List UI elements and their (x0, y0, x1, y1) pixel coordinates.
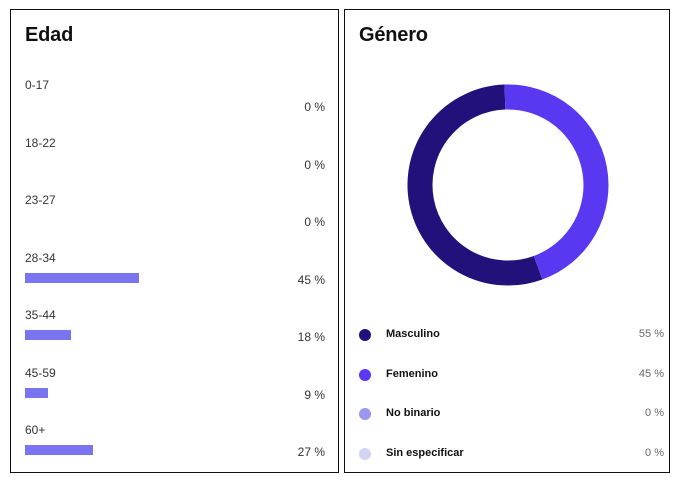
age-row: 0-17 0 % (25, 78, 325, 136)
legend-label: No binario (386, 407, 441, 419)
age-value-label: 18 % (297, 330, 325, 344)
age-bar (25, 330, 71, 340)
age-row: 18-22 0 % (25, 136, 325, 194)
age-bar (25, 387, 48, 398)
legend-swatch (359, 447, 371, 460)
gender-donut-chart (407, 84, 609, 286)
age-row: 45-59 9 % (25, 366, 325, 424)
legend-swatch (359, 368, 371, 381)
age-bar (25, 445, 94, 455)
age-title: Edad (25, 24, 74, 46)
age-bar (25, 272, 139, 283)
age-value-label: 0 % (304, 215, 325, 229)
legend-label: Masculino (386, 328, 440, 340)
age-row: 35-44 18 % (25, 308, 325, 366)
donut-slice-masculino (407, 84, 543, 286)
age-category-label: 45-59 (25, 365, 56, 380)
legend-item: Masculino 55 % (359, 326, 664, 344)
age-category-label: 28-34 (25, 250, 56, 265)
legend-value: 55 % (638, 328, 664, 340)
legend-value: 45 % (638, 367, 664, 380)
legend-label: Sin especificar (386, 446, 464, 459)
legend-label: Femenino (386, 367, 438, 380)
gender-panel: Género Masculino 55 % Femenino 45 % No binar… (344, 9, 670, 473)
age-row: 60+ 27 % (25, 423, 325, 481)
age-value-label: 27 % (297, 445, 325, 459)
age-value-label: 0 % (304, 100, 325, 114)
legend-value: 0 % (645, 407, 664, 419)
age-value-label: 0 % (304, 157, 325, 172)
legend-item: Femenino 45 % (359, 366, 664, 384)
age-category-label: 60+ (25, 423, 46, 437)
age-value-label: 9 % (304, 387, 325, 402)
legend-item: No binario 0 % (359, 405, 664, 423)
age-row: 23-27 0 % (25, 193, 325, 251)
donut-slice-femenino (504, 84, 609, 280)
age-category-label: 23-27 (25, 193, 56, 207)
age-category-label: 18-22 (25, 135, 56, 150)
age-row: 28-34 45 % (25, 251, 325, 309)
legend-swatch (359, 329, 371, 341)
gender-title: Género (359, 24, 428, 46)
legend-value: 0 % (645, 446, 664, 459)
legend-swatch (359, 408, 371, 420)
age-value-label: 45 % (297, 272, 325, 287)
age-category-label: 35-44 (25, 308, 56, 322)
age-panel: Edad 0-17 0 % 18-22 0 % 23-27 0 % 28-34 45 % 35-… (10, 9, 339, 473)
age-category-label: 0-17 (25, 78, 50, 92)
legend-item: Sin especificar 0 % (359, 445, 664, 463)
